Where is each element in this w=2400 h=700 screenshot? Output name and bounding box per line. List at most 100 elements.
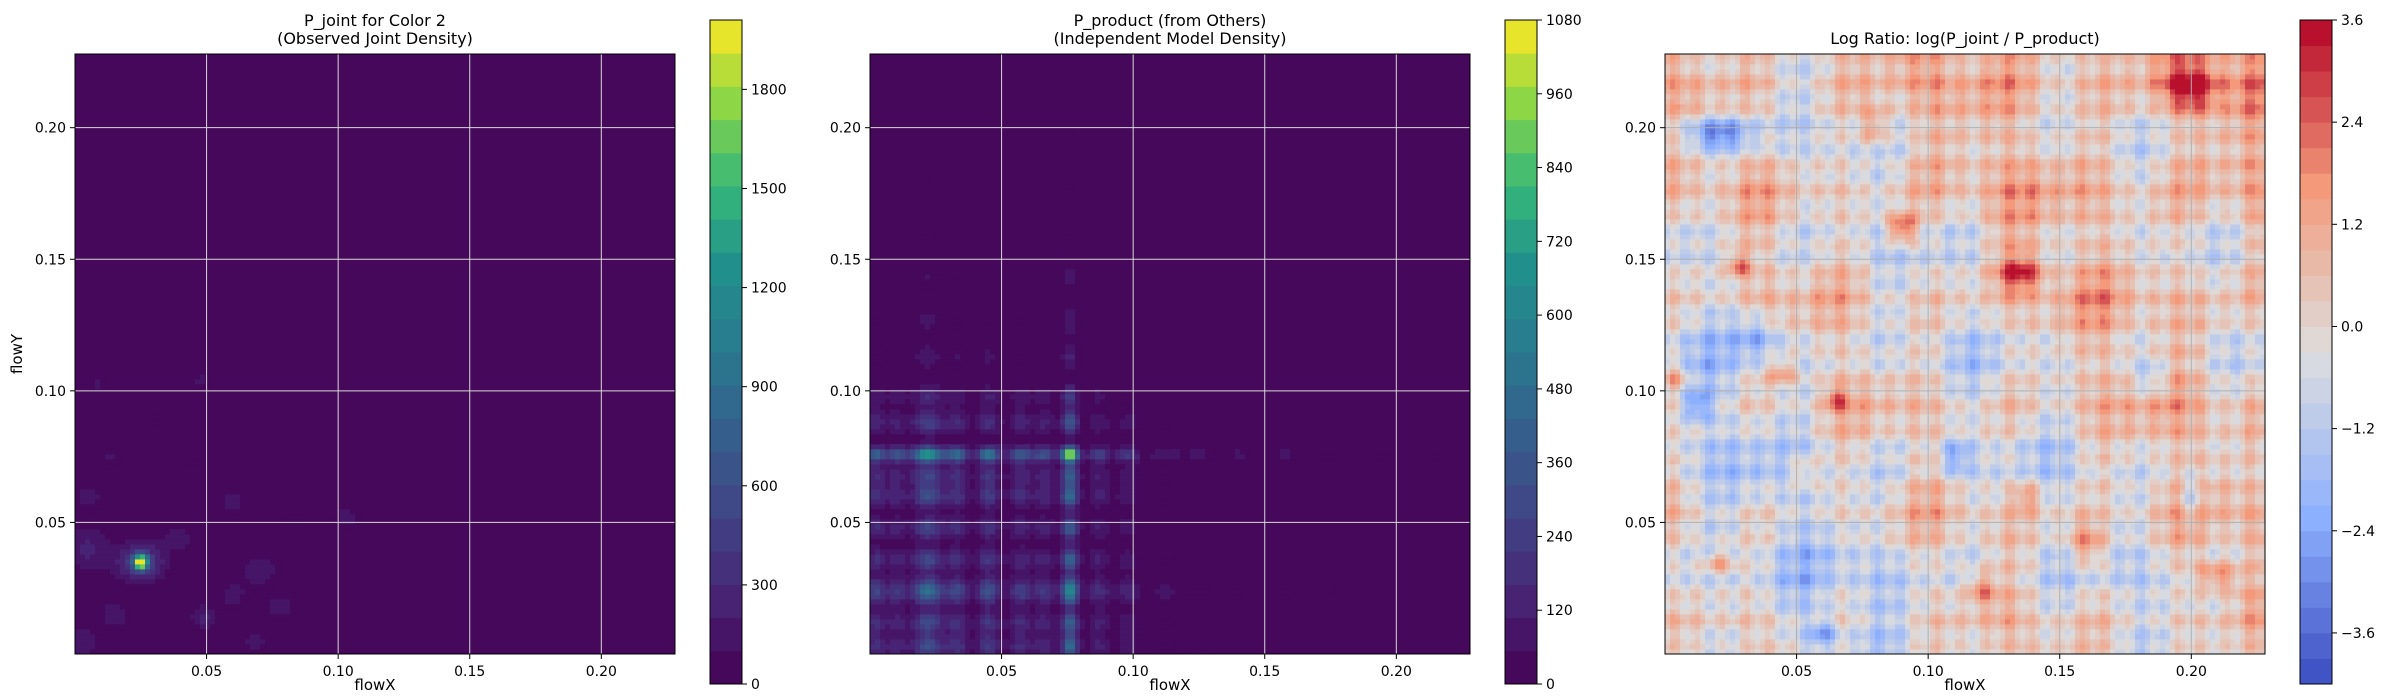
heatmap-cell: [1075, 579, 1081, 585]
heatmap-cell: [910, 574, 916, 580]
heatmap-cell: [1170, 619, 1176, 625]
panel-title: Log Ratio: log(P_joint / P_product): [1830, 29, 2100, 49]
heatmap-cell: [145, 544, 151, 550]
heatmap-cell: [880, 544, 886, 550]
heatmap-cell: [1070, 179, 1076, 185]
heatmap-cell: [910, 474, 916, 480]
heatmap-cell: [150, 544, 156, 550]
heatmap-cell: [285, 594, 291, 600]
heatmap-cell: [1675, 474, 1681, 480]
heatmap-cell: [940, 649, 946, 654]
heatmap-cell: [1000, 499, 1006, 505]
heatmap-cell: [945, 384, 951, 390]
heatmap-cell: [895, 604, 901, 610]
heatmap-cell: [1675, 144, 1681, 150]
heatmap-cell: [235, 604, 241, 610]
heatmap-cell: [920, 474, 926, 480]
heatmap-cell: [925, 494, 931, 500]
heatmap-cell: [925, 329, 931, 335]
heatmap-cell: [890, 414, 896, 420]
heatmap-cell: [950, 589, 956, 595]
heatmap-cell: [1070, 649, 1076, 654]
heatmap-cell: [990, 624, 996, 630]
heatmap-cell: [1690, 614, 1696, 620]
heatmap-cell: [230, 509, 236, 515]
heatmap-cell: [1675, 339, 1681, 345]
heatmap-cell: [930, 319, 936, 325]
heatmap-cell: [880, 399, 886, 405]
heatmap-cell: [990, 499, 996, 505]
heatmap-cell: [1670, 104, 1676, 110]
heatmap-cell: [995, 644, 1001, 650]
heatmap-cell: [880, 519, 886, 525]
heatmap-cell: [250, 639, 256, 645]
heatmap-cell: [1025, 624, 1031, 630]
heatmap-cell: [120, 559, 126, 565]
heatmap-cell: [970, 599, 976, 605]
heatmap-cell: [1070, 349, 1076, 355]
heatmap-cell: [1705, 89, 1711, 95]
heatmap-cell: [960, 399, 966, 405]
heatmap-cell: [985, 599, 991, 605]
heatmap-cell: [245, 644, 251, 650]
heatmap-cell: [1040, 484, 1046, 490]
heatmap-cell: [905, 419, 911, 425]
heatmap-cell: [1705, 229, 1711, 235]
heatmap-cell: [1695, 434, 1701, 440]
heatmap-cell: [145, 539, 151, 545]
heatmap-cell: [1135, 464, 1141, 470]
heatmap-cell: [1010, 499, 1016, 505]
heatmap-cell: [1170, 589, 1176, 595]
heatmap-cell: [1150, 589, 1156, 595]
heatmap-cell: [1685, 354, 1691, 360]
heatmap-cell: [885, 554, 891, 560]
heatmap-cell: [1700, 549, 1706, 555]
heatmap-cell: [1685, 89, 1691, 95]
heatmap-cell: [145, 569, 151, 575]
heatmap-cell: [1070, 634, 1076, 640]
heatmap-cell: [1050, 489, 1056, 495]
heatmap-cell: [1680, 379, 1686, 385]
heatmap-cell: [890, 509, 896, 515]
heatmap-cell: [145, 409, 151, 415]
heatmap-cell: [110, 574, 116, 580]
heatmap-cell: [920, 394, 926, 400]
heatmap-cell: [920, 339, 926, 345]
heatmap-cell: [965, 399, 971, 405]
heatmap-cell: [1280, 584, 1286, 590]
heatmap-cell: [1680, 534, 1686, 540]
heatmap-cell: [1705, 469, 1711, 475]
heatmap-cell: [1705, 459, 1711, 465]
heatmap-cell: [195, 454, 201, 460]
heatmap-cell: [115, 599, 121, 605]
heatmap-cell: [1010, 404, 1016, 410]
heatmap-cell: [955, 564, 961, 570]
heatmap-cell: [1695, 54, 1701, 60]
heatmap-cell: [965, 609, 971, 615]
heatmap-cell: [1070, 594, 1076, 600]
heatmap-cell: [1675, 99, 1681, 105]
heatmap-cell: [1015, 559, 1021, 565]
heatmap-cell: [1700, 584, 1706, 590]
heatmap-cell: [1080, 449, 1086, 455]
heatmap-cell: [1090, 499, 1096, 505]
heatmap-cell: [940, 554, 946, 560]
heatmap-cell: [150, 569, 156, 575]
heatmap-cell: [1060, 439, 1066, 445]
heatmap-cell: [1695, 409, 1701, 415]
heatmap-cell: [1015, 534, 1021, 540]
heatmap-cell: [1290, 454, 1296, 460]
heatmap-cell: [1090, 554, 1096, 560]
heatmap-cell: [1670, 274, 1676, 280]
heatmap-cell: [950, 639, 956, 645]
heatmap-cell: [1095, 529, 1101, 535]
heatmap-cell: [965, 579, 971, 585]
heatmap-cell: [1015, 359, 1021, 365]
heatmap-cell: [130, 534, 136, 540]
heatmap-cell: [1040, 394, 1046, 400]
heatmap-cell: [1050, 564, 1056, 570]
heatmap-cell: [965, 639, 971, 645]
heatmap-cell: [1125, 609, 1131, 615]
heatmap-cell: [1075, 554, 1081, 560]
colorbar-segment: [1505, 451, 1537, 486]
